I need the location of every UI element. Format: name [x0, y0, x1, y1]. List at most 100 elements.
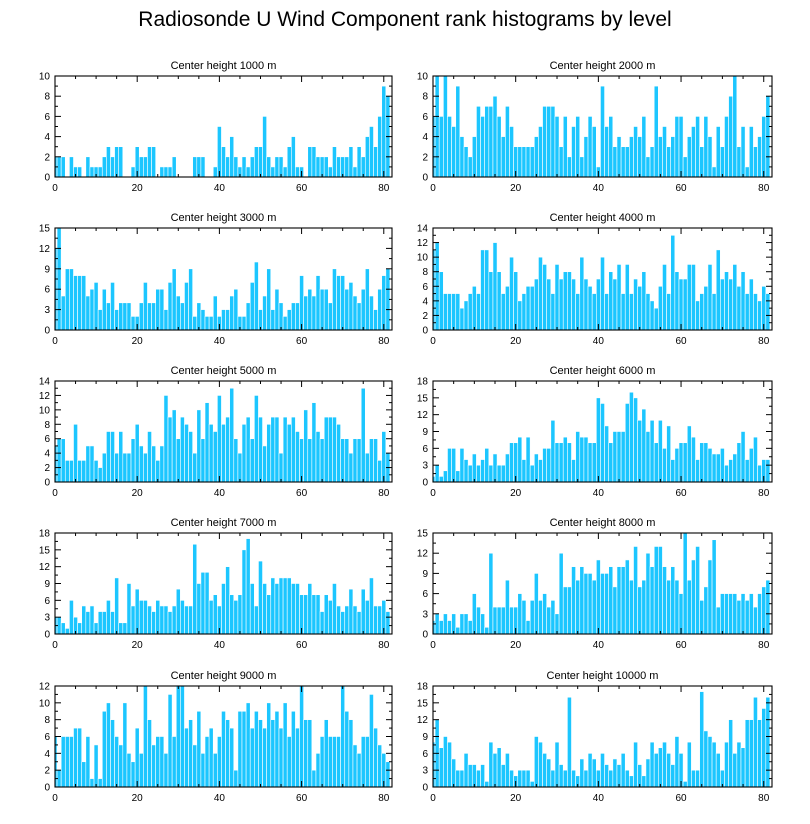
- histogram-bar: [360, 288, 366, 331]
- histogram-bar: [753, 696, 758, 788]
- histogram-bar: [451, 293, 457, 331]
- y-tick-label: 9: [44, 264, 50, 275]
- histogram-bar: [674, 448, 680, 483]
- histogram-bar: [715, 753, 721, 788]
- histogram-bar: [463, 613, 469, 635]
- y-tick-label: 6: [44, 732, 50, 743]
- histogram-bar: [579, 566, 585, 635]
- x-tick-label: 0: [52, 793, 58, 804]
- histogram-bar: [467, 620, 473, 635]
- histogram-bar: [196, 710, 202, 788]
- histogram-bar: [286, 577, 292, 635]
- histogram-bar: [303, 719, 309, 788]
- histogram-bar: [254, 146, 259, 178]
- histogram-bar: [703, 116, 709, 178]
- histogram-bar: [695, 769, 700, 788]
- histogram-bar: [188, 605, 193, 635]
- histogram-bar: [262, 727, 267, 788]
- histogram-bar: [377, 605, 383, 635]
- histogram-bar: [299, 275, 304, 331]
- histogram-bar: [517, 300, 523, 331]
- histogram-bar: [600, 573, 605, 635]
- histogram-bar: [327, 302, 333, 331]
- histogram-bar: [101, 710, 107, 788]
- histogram-bar: [282, 316, 288, 331]
- histogram-bar: [567, 156, 572, 178]
- histogram-bar: [645, 431, 651, 483]
- histogram-bar: [761, 708, 767, 788]
- histogram-bar: [369, 577, 374, 635]
- x-tick-label: 60: [296, 793, 308, 804]
- histogram-bar: [212, 295, 218, 331]
- histogram-panel: Center height 3000 m 0 20 40 60 80 0 3 6 9 12 15: [39, 212, 393, 347]
- panel-title: Center height 3000 m: [171, 212, 277, 224]
- histogram-bar: [93, 744, 99, 788]
- y-tick-label: 8: [44, 715, 50, 726]
- histogram-bar: [554, 741, 560, 788]
- histogram-bar: [546, 606, 552, 635]
- histogram-bar: [438, 116, 444, 178]
- histogram-bar: [753, 146, 758, 178]
- histogram-bar: [670, 459, 676, 483]
- histogram-bar: [106, 600, 111, 635]
- histogram-bar: [81, 605, 87, 635]
- panel-title: Center height 1000 m: [171, 60, 277, 72]
- histogram-bar: [686, 741, 692, 788]
- y-tick-label: 0: [422, 783, 428, 794]
- histogram-bar: [542, 264, 547, 331]
- histogram-bar: [319, 736, 325, 788]
- y-tick-label: 9: [44, 579, 50, 590]
- histogram-bar: [373, 146, 378, 178]
- histogram-bar: [608, 116, 614, 178]
- y-tick-label: 9: [422, 732, 428, 743]
- x-tick-label: 40: [593, 183, 605, 194]
- histogram-bar: [229, 594, 235, 635]
- histogram-bar: [167, 166, 173, 178]
- histogram-bar: [711, 453, 717, 483]
- histogram-bar: [64, 736, 70, 788]
- x-tick-label: 40: [593, 488, 605, 499]
- histogram-bar: [558, 146, 564, 178]
- x-tick-label: 40: [214, 336, 226, 347]
- histogram-bar: [558, 278, 564, 331]
- histogram-bar: [550, 106, 556, 178]
- y-tick-label: 0: [44, 478, 50, 489]
- y-tick-label: 0: [422, 173, 428, 184]
- histogram-bar: [114, 736, 120, 788]
- y-tick-label: 18: [39, 529, 51, 540]
- histogram-bar: [550, 769, 556, 788]
- histogram-bar: [258, 146, 263, 178]
- histogram-bar: [266, 156, 272, 178]
- histogram-bar: [641, 271, 647, 331]
- histogram-bar: [658, 285, 663, 331]
- histogram-bar: [196, 302, 202, 331]
- histogram-bar: [212, 431, 218, 483]
- histogram-bar: [591, 442, 597, 483]
- histogram-bar: [138, 302, 144, 331]
- histogram-bar: [249, 438, 255, 483]
- histogram-bar: [266, 423, 272, 483]
- histogram-bar: [761, 285, 767, 331]
- histogram-bar: [550, 293, 556, 331]
- histogram-bar: [151, 744, 156, 788]
- histogram-bar: [748, 719, 754, 788]
- histogram-bar: [600, 256, 605, 331]
- histogram-bar: [381, 85, 387, 178]
- histogram-bar: [175, 438, 181, 483]
- histogram-bar: [703, 586, 709, 635]
- histogram-panel: Center height 9000 m 0 20 40 60 80 0 2 4 6 8 10 12: [39, 670, 393, 804]
- histogram-bar: [175, 295, 181, 331]
- histogram-bar: [467, 464, 473, 483]
- histogram-bar: [315, 753, 321, 788]
- histogram-bar: [130, 605, 136, 635]
- histogram-bar: [505, 285, 510, 331]
- histogram-bar: [373, 605, 378, 635]
- y-tick-label: 8: [44, 92, 50, 103]
- histogram-bar: [159, 605, 165, 635]
- histogram-bar: [138, 600, 144, 635]
- y-tick-label: 3: [422, 461, 428, 472]
- histogram-bar: [233, 156, 239, 178]
- y-tick-label: 6: [44, 285, 50, 296]
- histogram-bar: [608, 442, 614, 483]
- histogram-bar: [159, 166, 165, 178]
